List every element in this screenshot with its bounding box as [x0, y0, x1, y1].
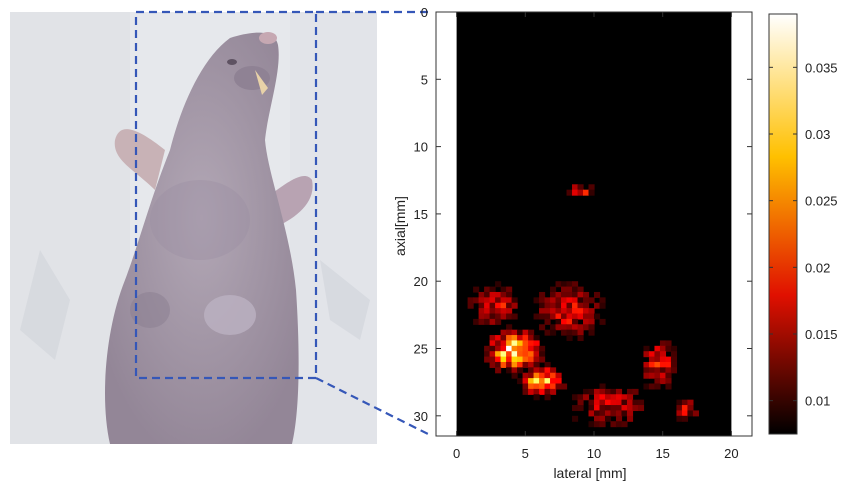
- roi-overlay: [134, 10, 433, 437]
- y-axis-label: axial[mm]: [392, 196, 408, 256]
- x-axis: 0 5 10 15 20: [453, 12, 739, 461]
- colorbar-gradient: [768, 13, 798, 435]
- colorbar-tick-label: 0.01: [805, 394, 830, 409]
- heatmap-image: [456, 12, 732, 436]
- colorbar-tick-label: 0.025: [805, 194, 838, 209]
- y-tick-label: 5: [421, 72, 428, 87]
- mouse-body: [105, 32, 299, 444]
- y-tick-label: 20: [414, 274, 428, 289]
- colorbar-tick-label: 0.035: [805, 60, 838, 75]
- colorbar-tick-label: 0.015: [805, 327, 838, 342]
- heatmap-plot: 0 5 10 15 20 0 5 10 15 20 25 30 lateral [mm] axial…: [392, 5, 753, 481]
- colorbar-tick-label: 0.03: [805, 127, 830, 142]
- x-tick-label: 0: [453, 446, 460, 461]
- x-axis-label: lateral [mm]: [553, 465, 626, 481]
- x-tick-label: 15: [655, 446, 669, 461]
- roi-projection-bottom: [315, 377, 433, 437]
- colorbar-ticks: 0.01 0.015 0.02 0.025 0.03 0.035: [769, 60, 838, 409]
- x-tick-label: 20: [724, 446, 738, 461]
- mouse-left-forelimb: [114, 129, 165, 190]
- x-tick-label: 10: [587, 446, 601, 461]
- y-tick-label: 25: [414, 342, 428, 357]
- y-tick-label: 15: [414, 207, 428, 222]
- mouse-photo: [10, 12, 377, 444]
- y-tick-label: 0: [421, 5, 428, 20]
- y-tick-label: 10: [414, 140, 428, 155]
- x-tick-label: 5: [522, 446, 529, 461]
- colorbar-tick-label: 0.02: [805, 260, 830, 275]
- colorbar: 0.01 0.015 0.02 0.025 0.03 0.035: [768, 13, 838, 435]
- y-axis: 0 5 10 15 20 25 30: [414, 5, 752, 424]
- y-tick-label: 30: [414, 409, 428, 424]
